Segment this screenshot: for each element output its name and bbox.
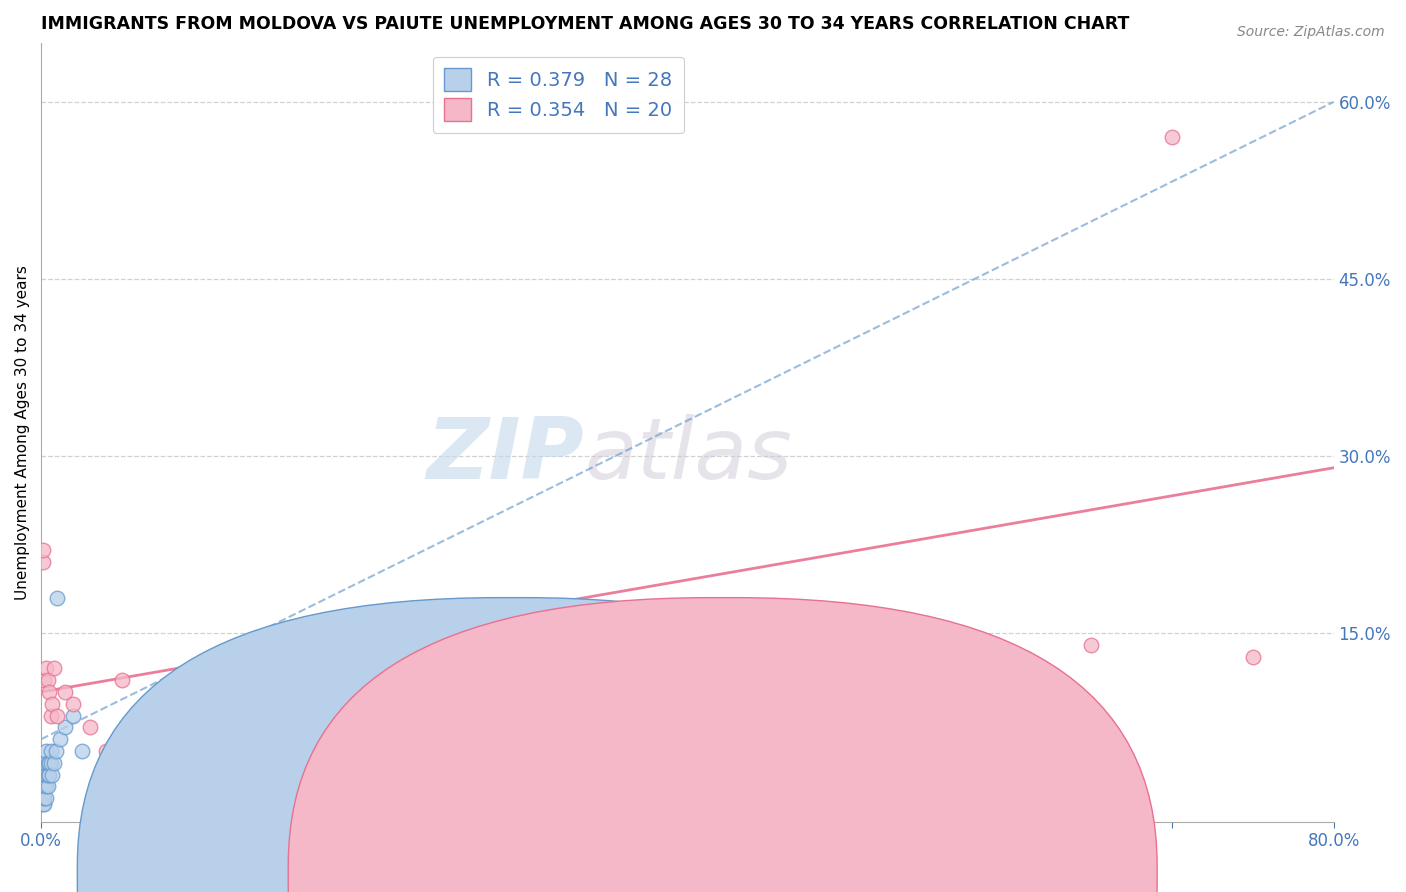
Text: ZIP: ZIP	[426, 414, 583, 497]
Text: Source: ZipAtlas.com: Source: ZipAtlas.com	[1237, 25, 1385, 39]
Point	[34, 797, 56, 811]
FancyBboxPatch shape	[77, 598, 946, 892]
Point	[42, 756, 65, 770]
Point	[45, 744, 67, 758]
Legend: R = 0.379   N = 28, R = 0.354   N = 20: R = 0.379 N = 28, R = 0.354 N = 20	[433, 56, 683, 133]
Point	[79, 720, 101, 734]
Point	[37, 673, 59, 688]
Y-axis label: Unemployment Among Ages 30 to 34 years: Unemployment Among Ages 30 to 34 years	[15, 265, 30, 599]
FancyBboxPatch shape	[288, 598, 1157, 892]
Text: Immigrants from Moldova: Immigrants from Moldova	[492, 863, 689, 879]
Point	[39, 756, 62, 770]
Point	[34, 756, 56, 770]
Point	[35, 744, 58, 758]
Point	[1080, 638, 1102, 652]
Point	[46, 591, 69, 605]
Point	[37, 767, 59, 781]
Point	[38, 756, 60, 770]
Point	[53, 720, 76, 734]
Point	[53, 685, 76, 699]
Point	[39, 708, 62, 723]
Point	[111, 673, 134, 688]
Point	[31, 780, 53, 794]
Point	[37, 780, 59, 794]
Point	[46, 708, 69, 723]
Point	[34, 767, 56, 781]
Point	[35, 791, 58, 805]
Text: atlas: atlas	[583, 414, 792, 497]
Point	[62, 697, 84, 711]
Point	[35, 661, 58, 675]
Point	[1161, 130, 1184, 145]
Point	[31, 797, 53, 811]
Point	[838, 649, 860, 664]
Point	[94, 744, 117, 758]
Point	[31, 791, 53, 805]
Point	[34, 791, 56, 805]
Point	[34, 780, 56, 794]
Point	[42, 661, 65, 675]
Point	[31, 543, 53, 558]
Point	[676, 661, 699, 675]
Point	[41, 767, 63, 781]
Point	[38, 767, 60, 781]
Point	[31, 767, 53, 781]
Point	[49, 732, 72, 747]
Point	[31, 555, 53, 569]
Text: Paiute: Paiute	[778, 863, 825, 879]
Point	[1241, 649, 1264, 664]
Point	[41, 697, 63, 711]
Point	[37, 756, 59, 770]
Point	[62, 708, 84, 723]
Point	[39, 744, 62, 758]
Point	[70, 744, 93, 758]
Point	[35, 780, 58, 794]
Point	[35, 767, 58, 781]
Text: IMMIGRANTS FROM MOLDOVA VS PAIUTE UNEMPLOYMENT AMONG AGES 30 TO 34 YEARS CORRELA: IMMIGRANTS FROM MOLDOVA VS PAIUTE UNEMPL…	[41, 15, 1129, 33]
Point	[38, 685, 60, 699]
Point	[34, 673, 56, 688]
